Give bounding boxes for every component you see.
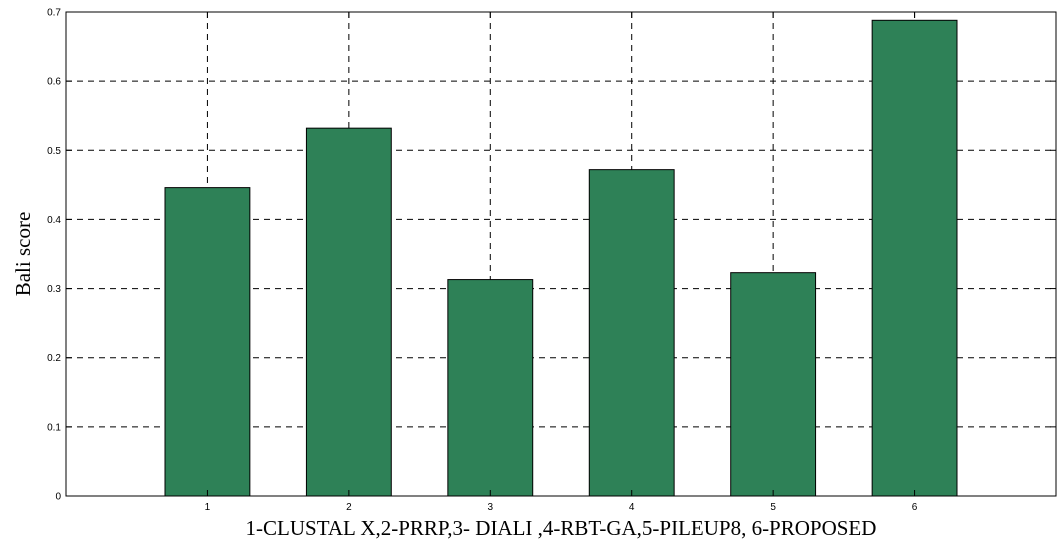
y-tick-label: 0.2 [47, 353, 61, 364]
x-tick-label: 1 [205, 502, 211, 513]
y-tick-labels: 0 0.1 0.2 0.3 0.4 0.5 0.6 0.7 [47, 8, 61, 503]
y-axis-label: Bali score [11, 212, 35, 297]
x-tick-label: 6 [912, 502, 918, 513]
bar-5 [730, 272, 817, 497]
x-axis-label: 1-CLUSTAL X,2-PRRP,3- DIALI ,4-RBT-GA,5-… [246, 516, 877, 540]
bar-1 [164, 187, 251, 497]
y-tick-label: 0.5 [47, 146, 61, 157]
x-tick-label: 3 [488, 502, 494, 513]
bar-4 [588, 169, 675, 497]
bar-3 [447, 279, 534, 497]
bar-2 [305, 127, 392, 497]
y-tick-label: 0.6 [47, 77, 61, 88]
y-tick-label: 0.7 [47, 8, 61, 19]
bar-6 [871, 19, 958, 497]
y-tick-label: 0 [55, 492, 61, 503]
bars [164, 19, 958, 497]
axis-ticks [66, 11, 1056, 497]
y-tick-label: 0.4 [47, 215, 61, 226]
x-tick-label: 2 [346, 502, 352, 513]
x-tick-labels: 1 2 3 4 5 6 [205, 502, 918, 513]
y-tick-label: 0.3 [47, 284, 61, 295]
x-tick-label: 4 [629, 502, 635, 513]
x-tick-label: 5 [770, 502, 776, 513]
y-tick-label: 0.1 [47, 422, 61, 433]
plot-frame [65, 11, 1057, 497]
